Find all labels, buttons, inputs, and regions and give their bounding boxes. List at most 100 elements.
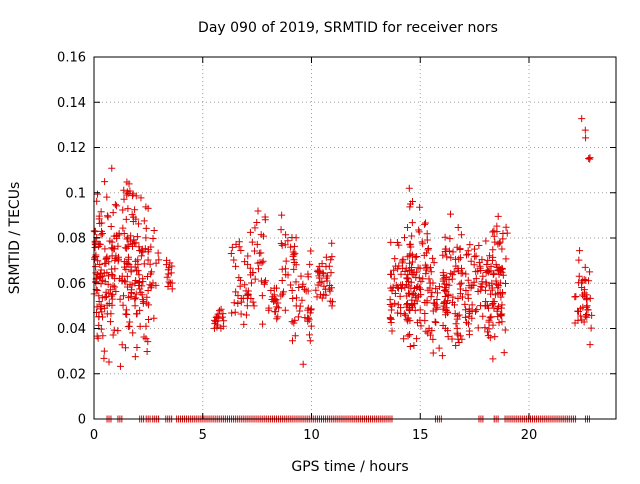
data-point bbox=[119, 301, 127, 309]
data-point bbox=[131, 302, 139, 310]
data-point bbox=[326, 287, 334, 295]
data-point bbox=[103, 193, 111, 201]
data-point bbox=[299, 282, 307, 290]
data-point bbox=[91, 227, 99, 235]
data-point bbox=[227, 249, 235, 257]
data-point bbox=[393, 238, 401, 246]
data-point bbox=[220, 317, 228, 325]
data-point bbox=[113, 231, 121, 239]
data-point bbox=[123, 244, 131, 252]
data-point bbox=[487, 290, 495, 298]
data-point bbox=[421, 317, 429, 325]
data-point bbox=[244, 252, 252, 260]
data-point bbox=[270, 297, 278, 305]
data-point bbox=[494, 302, 502, 310]
data-point bbox=[406, 259, 414, 267]
data-point bbox=[167, 269, 175, 277]
data-point bbox=[107, 223, 115, 231]
data-point bbox=[97, 325, 105, 333]
data-point bbox=[122, 344, 130, 352]
data-point bbox=[228, 309, 236, 317]
data-point bbox=[586, 341, 594, 349]
data-point bbox=[124, 241, 132, 249]
data-point bbox=[571, 319, 579, 327]
data-point bbox=[457, 269, 465, 277]
data-point bbox=[289, 252, 297, 260]
data-point bbox=[443, 253, 451, 261]
data-point bbox=[322, 291, 330, 299]
data-point bbox=[108, 244, 116, 252]
data-point bbox=[387, 270, 395, 278]
data-point bbox=[581, 126, 589, 134]
data-point bbox=[145, 301, 153, 309]
data-point bbox=[585, 277, 593, 285]
data-point bbox=[248, 238, 256, 246]
data-point bbox=[439, 269, 447, 277]
data-point bbox=[580, 275, 588, 283]
data-point bbox=[106, 286, 114, 294]
data-point bbox=[304, 314, 312, 322]
data-point bbox=[391, 290, 399, 298]
data-point bbox=[278, 241, 286, 249]
data-point bbox=[261, 216, 269, 224]
data-point bbox=[135, 282, 143, 290]
data-point bbox=[475, 241, 483, 249]
data-point bbox=[234, 299, 242, 307]
data-point bbox=[142, 224, 150, 232]
data-point bbox=[273, 315, 281, 323]
data-point bbox=[586, 268, 594, 276]
data-point bbox=[131, 295, 139, 303]
data-point bbox=[426, 284, 434, 292]
data-point bbox=[449, 293, 457, 301]
data-point bbox=[456, 254, 464, 262]
data-point bbox=[228, 243, 236, 251]
data-point bbox=[461, 300, 469, 308]
data-point bbox=[490, 304, 498, 312]
data-point bbox=[487, 262, 495, 270]
data-point bbox=[290, 265, 298, 273]
data-point bbox=[305, 331, 313, 339]
data-point bbox=[237, 310, 245, 318]
data-point bbox=[93, 303, 101, 311]
data-point bbox=[108, 164, 116, 172]
data-point bbox=[583, 302, 591, 310]
data-point bbox=[408, 270, 416, 278]
data-point bbox=[411, 291, 419, 299]
data-point bbox=[489, 321, 497, 329]
data-point bbox=[500, 349, 508, 357]
data-point bbox=[251, 247, 259, 255]
data-point bbox=[441, 324, 449, 332]
data-point bbox=[104, 213, 112, 221]
data-point bbox=[387, 238, 395, 246]
data-point bbox=[498, 245, 506, 253]
data-point bbox=[230, 256, 238, 264]
data-point bbox=[281, 306, 289, 314]
data-point bbox=[481, 286, 489, 294]
data-point bbox=[452, 320, 460, 328]
data-point bbox=[456, 285, 464, 293]
data-point bbox=[417, 291, 425, 299]
data-point bbox=[464, 250, 472, 258]
data-point bbox=[288, 287, 296, 295]
data-point bbox=[97, 231, 105, 239]
data-point bbox=[435, 344, 443, 352]
data-point bbox=[327, 256, 335, 264]
data-point bbox=[254, 207, 262, 215]
data-point bbox=[419, 275, 427, 283]
data-point bbox=[265, 304, 273, 312]
data-point bbox=[242, 311, 250, 319]
points-layer bbox=[90, 115, 596, 423]
data-point bbox=[323, 277, 331, 285]
data-point bbox=[104, 280, 112, 288]
data-point bbox=[230, 299, 238, 307]
data-point bbox=[422, 249, 430, 257]
data-point bbox=[291, 242, 299, 250]
data-point bbox=[404, 299, 412, 307]
data-point bbox=[438, 352, 446, 360]
data-point bbox=[497, 311, 505, 319]
data-point bbox=[425, 275, 433, 283]
data-point bbox=[425, 324, 433, 332]
data-point bbox=[452, 262, 460, 270]
data-point bbox=[259, 320, 267, 328]
data-point bbox=[416, 203, 424, 211]
